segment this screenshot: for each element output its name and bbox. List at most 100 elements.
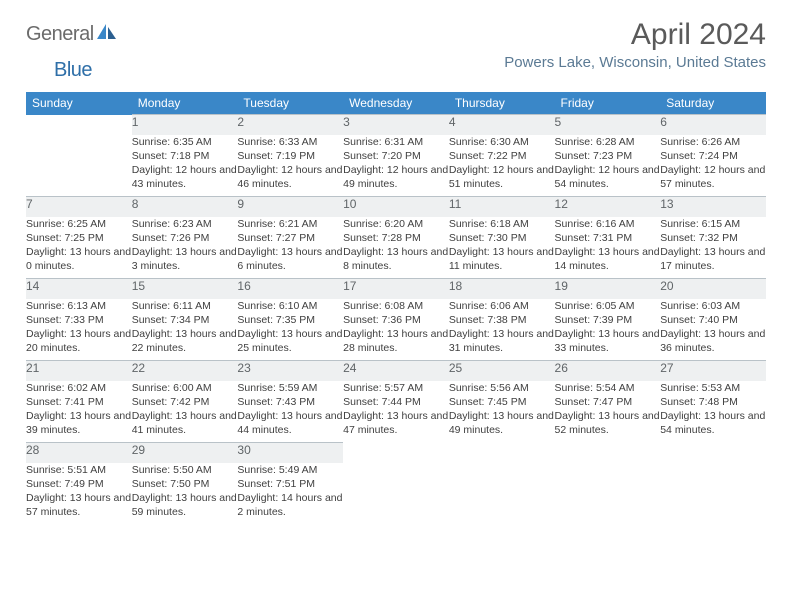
sunrise-text: Sunrise: 6:05 AM — [555, 299, 661, 313]
day-detail-cell: Sunrise: 5:50 AMSunset: 7:50 PMDaylight:… — [132, 463, 238, 525]
title-block: April 2024 Powers Lake, Wisconsin, Unite… — [504, 18, 766, 71]
day-detail-cell: Sunrise: 6:35 AMSunset: 7:18 PMDaylight:… — [132, 135, 238, 197]
sunset-text: Sunset: 7:24 PM — [660, 149, 766, 163]
day-number-cell: 20 — [660, 279, 766, 299]
sunset-text: Sunset: 7:28 PM — [343, 231, 449, 245]
day-detail-cell: Sunrise: 6:05 AMSunset: 7:39 PMDaylight:… — [555, 299, 661, 361]
sunrise-text: Sunrise: 6:25 AM — [26, 217, 132, 231]
weekday-header: Wednesday — [343, 92, 449, 115]
sunrise-text: Sunrise: 6:28 AM — [555, 135, 661, 149]
sunrise-text: Sunrise: 6:35 AM — [132, 135, 238, 149]
day-number-cell — [343, 443, 449, 463]
logo-word-blue: Blue — [54, 59, 92, 81]
day-number-cell: 2 — [237, 115, 343, 135]
sunset-text: Sunset: 7:30 PM — [449, 231, 555, 245]
day-detail-cell: Sunrise: 5:59 AMSunset: 7:43 PMDaylight:… — [237, 381, 343, 443]
day-detail-cell — [555, 463, 661, 525]
day-detail-cell: Sunrise: 6:23 AMSunset: 7:26 PMDaylight:… — [132, 217, 238, 279]
day-number-cell: 4 — [449, 115, 555, 135]
weekday-header: Saturday — [660, 92, 766, 115]
sunrise-text: Sunrise: 6:02 AM — [26, 381, 132, 395]
daylight-text: Daylight: 13 hours and 49 minutes. — [449, 409, 555, 437]
weekday-header: Friday — [555, 92, 661, 115]
daylight-text: Daylight: 12 hours and 43 minutes. — [132, 163, 238, 191]
day-detail-cell: Sunrise: 6:00 AMSunset: 7:42 PMDaylight:… — [132, 381, 238, 443]
sunrise-text: Sunrise: 6:13 AM — [26, 299, 132, 313]
day-detail-cell — [343, 463, 449, 525]
daynum-row: 282930 — [26, 443, 766, 463]
sunset-text: Sunset: 7:35 PM — [237, 313, 343, 327]
sunset-text: Sunset: 7:50 PM — [132, 477, 238, 491]
sunrise-text: Sunrise: 6:21 AM — [237, 217, 343, 231]
day-number-cell: 13 — [660, 197, 766, 217]
daylight-text: Daylight: 13 hours and 20 minutes. — [26, 327, 132, 355]
sunset-text: Sunset: 7:47 PM — [555, 395, 661, 409]
sunset-text: Sunset: 7:31 PM — [555, 231, 661, 245]
sunrise-text: Sunrise: 5:51 AM — [26, 463, 132, 477]
day-detail-cell: Sunrise: 5:53 AMSunset: 7:48 PMDaylight:… — [660, 381, 766, 443]
sunrise-text: Sunrise: 5:59 AM — [237, 381, 343, 395]
daylight-text: Daylight: 13 hours and 57 minutes. — [26, 491, 132, 519]
sunset-text: Sunset: 7:49 PM — [26, 477, 132, 491]
sunset-text: Sunset: 7:32 PM — [660, 231, 766, 245]
daylight-text: Daylight: 13 hours and 36 minutes. — [660, 327, 766, 355]
sunset-text: Sunset: 7:25 PM — [26, 231, 132, 245]
day-number-cell: 11 — [449, 197, 555, 217]
sunset-text: Sunset: 7:34 PM — [132, 313, 238, 327]
location-text: Powers Lake, Wisconsin, United States — [504, 54, 766, 71]
day-number-cell: 21 — [26, 361, 132, 381]
detail-row: Sunrise: 6:13 AMSunset: 7:33 PMDaylight:… — [26, 299, 766, 361]
day-detail-cell: Sunrise: 6:06 AMSunset: 7:38 PMDaylight:… — [449, 299, 555, 361]
sunset-text: Sunset: 7:42 PM — [132, 395, 238, 409]
day-number-cell: 12 — [555, 197, 661, 217]
sunrise-text: Sunrise: 5:49 AM — [237, 463, 343, 477]
day-detail-cell: Sunrise: 6:30 AMSunset: 7:22 PMDaylight:… — [449, 135, 555, 197]
calendar-table: Sunday Monday Tuesday Wednesday Thursday… — [26, 92, 766, 525]
daylight-text: Daylight: 13 hours and 11 minutes. — [449, 245, 555, 273]
daylight-text: Daylight: 13 hours and 25 minutes. — [237, 327, 343, 355]
sunset-text: Sunset: 7:26 PM — [132, 231, 238, 245]
daylight-text: Daylight: 13 hours and 0 minutes. — [26, 245, 132, 273]
sunset-text: Sunset: 7:40 PM — [660, 313, 766, 327]
daylight-text: Daylight: 13 hours and 54 minutes. — [660, 409, 766, 437]
sunrise-text: Sunrise: 5:50 AM — [132, 463, 238, 477]
day-number-cell: 14 — [26, 279, 132, 299]
sunrise-text: Sunrise: 6:23 AM — [132, 217, 238, 231]
daynum-row: 21222324252627 — [26, 361, 766, 381]
day-detail-cell — [449, 463, 555, 525]
weekday-header: Thursday — [449, 92, 555, 115]
day-number-cell: 19 — [555, 279, 661, 299]
day-number-cell: 17 — [343, 279, 449, 299]
calendar-page: General April 2024 Powers Lake, Wisconsi… — [0, 0, 792, 543]
day-detail-cell — [660, 463, 766, 525]
sunset-text: Sunset: 7:23 PM — [555, 149, 661, 163]
sunset-text: Sunset: 7:51 PM — [237, 477, 343, 491]
day-detail-cell: Sunrise: 6:33 AMSunset: 7:19 PMDaylight:… — [237, 135, 343, 197]
day-number-cell: 22 — [132, 361, 238, 381]
day-number-cell: 30 — [237, 443, 343, 463]
day-number-cell: 8 — [132, 197, 238, 217]
daylight-text: Daylight: 13 hours and 31 minutes. — [449, 327, 555, 355]
daynum-row: 14151617181920 — [26, 279, 766, 299]
sunset-text: Sunset: 7:48 PM — [660, 395, 766, 409]
sunrise-text: Sunrise: 6:33 AM — [237, 135, 343, 149]
weekday-header: Monday — [132, 92, 238, 115]
sunrise-text: Sunrise: 6:26 AM — [660, 135, 766, 149]
sunset-text: Sunset: 7:38 PM — [449, 313, 555, 327]
day-number-cell — [449, 443, 555, 463]
day-number-cell: 25 — [449, 361, 555, 381]
day-number-cell: 28 — [26, 443, 132, 463]
day-detail-cell: Sunrise: 6:08 AMSunset: 7:36 PMDaylight:… — [343, 299, 449, 361]
day-number-cell — [26, 115, 132, 135]
month-title: April 2024 — [504, 18, 766, 52]
day-detail-cell: Sunrise: 6:03 AMSunset: 7:40 PMDaylight:… — [660, 299, 766, 361]
day-number-cell: 3 — [343, 115, 449, 135]
daylight-text: Daylight: 12 hours and 54 minutes. — [555, 163, 661, 191]
sunset-text: Sunset: 7:19 PM — [237, 149, 343, 163]
day-detail-cell: Sunrise: 6:16 AMSunset: 7:31 PMDaylight:… — [555, 217, 661, 279]
sunrise-text: Sunrise: 5:56 AM — [449, 381, 555, 395]
day-detail-cell: Sunrise: 5:51 AMSunset: 7:49 PMDaylight:… — [26, 463, 132, 525]
daylight-text: Daylight: 13 hours and 52 minutes. — [555, 409, 661, 437]
detail-row: Sunrise: 5:51 AMSunset: 7:49 PMDaylight:… — [26, 463, 766, 525]
daynum-row: 123456 — [26, 115, 766, 135]
